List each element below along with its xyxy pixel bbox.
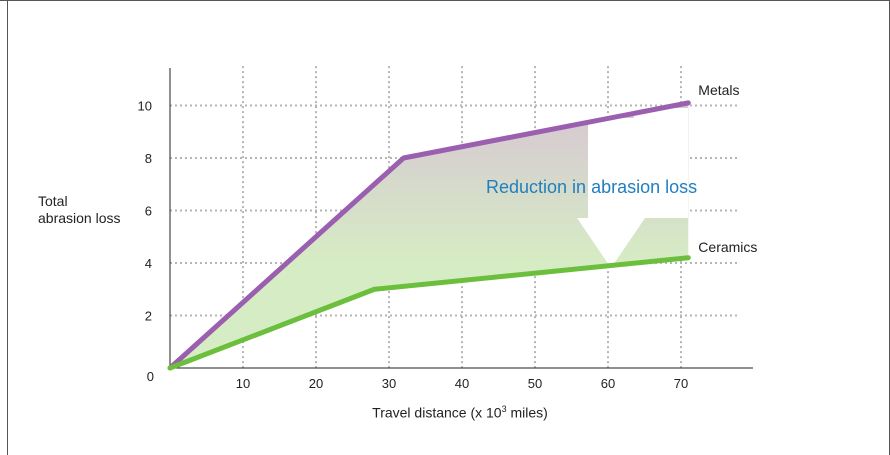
x-tick-label-30: 30: [382, 376, 396, 391]
series-lines: [167, 100, 691, 371]
tick-labels: 10 20 30 40 50 60 70 0 2 4 6 8 10: [138, 99, 689, 392]
reduction-arrows: [577, 108, 688, 268]
reduction-arrow-right-bar: [634, 108, 688, 218]
reduction-annotation: Reduction in abrasion loss: [486, 177, 697, 197]
y-tick-label-4: 4: [145, 256, 152, 271]
frame-left-border: [7, 0, 8, 455]
x-axis-title: Travel distance (x 103 miles): [340, 404, 580, 421]
x-tick-label-40: 40: [455, 376, 469, 391]
series-label-ceramics: Ceramics: [698, 239, 757, 255]
series-line-ceramics: [167, 255, 691, 371]
y-tick-label-6: 6: [145, 204, 152, 219]
x-tick-label-60: 60: [601, 376, 615, 391]
y-tick-label-8: 8: [145, 151, 152, 166]
y-axis-title-line1: Total: [38, 193, 68, 209]
x-axis-title-prefix: Travel distance (x 10: [372, 404, 502, 421]
series-line-metals: [167, 100, 691, 371]
y-tick-label-10: 10: [138, 99, 152, 114]
x-tick-label-20: 20: [309, 376, 323, 391]
x-tick-label-70: 70: [674, 376, 688, 391]
series-label-metals: Metals: [698, 82, 739, 98]
y-axis-title: Total abrasion loss: [38, 193, 121, 227]
y-tick-label-2: 2: [145, 309, 152, 324]
series-labels: Metals Ceramics: [698, 82, 757, 255]
x-tick-label-50: 50: [528, 376, 542, 391]
y-axis-title-line2: abrasion loss: [38, 210, 121, 226]
x-axis-title-exponent: 3: [501, 404, 507, 414]
reduction-arrow-main: [577, 118, 645, 268]
reduction-area: [170, 102, 689, 368]
x-tick-label-10: 10: [236, 376, 250, 391]
y-tick-label-0: 0: [147, 369, 154, 384]
axes: [169, 68, 753, 369]
x-axis-title-suffix: miles): [506, 404, 548, 421]
frame-top-border: [0, 0, 890, 1]
